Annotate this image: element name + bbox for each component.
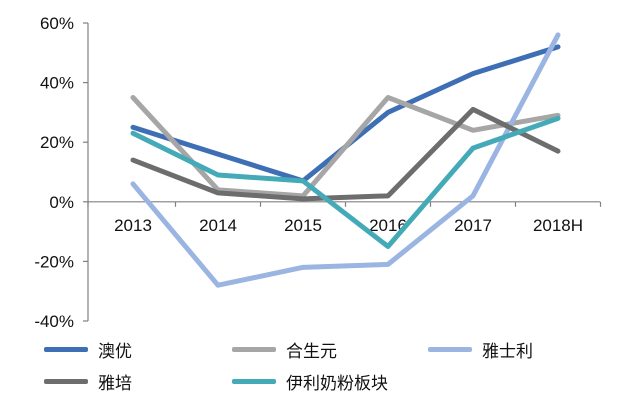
series-line-4 [130,115,561,249]
legend-label: 雅培 [98,373,132,394]
x-tick-label: 2016 [369,216,407,235]
x-tick-label: 2015 [284,216,322,235]
y-tick-label: -20% [34,252,74,271]
legend-label: 澳优 [98,341,132,362]
x-tick-label: 2017 [454,216,492,235]
y-tick-label: 20% [40,133,74,152]
legend-swatch [428,346,472,352]
legend-swatch [232,346,276,352]
x-tick-label: 2013 [114,216,152,235]
y-tick-label: -40% [34,312,74,331]
legend-label: 合生元 [286,341,337,362]
y-tick-label: 40% [40,74,74,93]
legend-swatch [44,378,88,384]
legend-item-aoyou: 澳优 [44,336,132,362]
legend-item-hesheng: 合生元 [232,336,337,362]
legend-item-abbott: 雅培 [44,368,132,394]
legend-label: 雅士利 [482,341,533,362]
series-line-3 [130,106,561,202]
series-line-2 [130,32,561,288]
legend-label: 伊利奶粉板块 [286,373,388,394]
y-tick-label: 60% [40,14,74,33]
x-axis-ticks: 2013 2014 2015 2016 2017 2018H [87,201,602,235]
x-tick-label: 2014 [199,216,237,235]
legend-swatch [44,346,88,352]
y-axis-ticks: 60% 40% 20% 0% -20% -40% [34,14,88,331]
y-tick-label: 0% [49,193,74,212]
x-tick-label: 2018H [533,216,583,235]
legend-item-yashili: 雅士利 [428,336,533,362]
legend-swatch [232,378,276,384]
legend-item-yili: 伊利奶粉板块 [232,368,388,394]
series-lines [130,32,561,288]
series-line-1 [130,95,561,199]
legend: 澳优 合生元 雅士利 雅培 伊利奶粉板块 [36,332,616,398]
axes: 60% 40% 20% 0% -20% -40% 2013 2014 2015 2016 2017… [34,14,602,331]
